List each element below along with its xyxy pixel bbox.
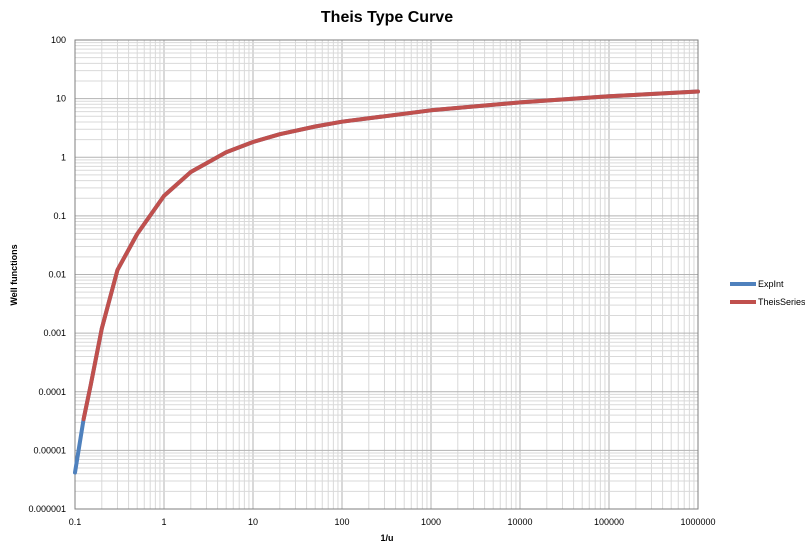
x-tick-label: 1 [161, 517, 166, 527]
x-axis-title: 1/u [380, 533, 393, 543]
y-tick-label: 100 [51, 35, 66, 45]
y-axis-tick-labels: 0.000001 0.00001 0.0001 0.001 0.01 0.1 1 10 100 [28, 35, 66, 514]
x-tick-label: 1000000 [680, 517, 715, 527]
series-line-theisseries [81, 89, 700, 422]
x-tick-label: 1000 [421, 517, 441, 527]
x-tick-label: 100000 [594, 517, 624, 527]
y-tick-label: 0.0001 [38, 387, 66, 397]
grid-layer [74, 40, 698, 510]
y-axis-title: Well functions [9, 244, 19, 305]
y-tick-label: 1 [61, 152, 66, 162]
chart-title: Theis Type Curve [321, 9, 453, 26]
x-axis-tick-labels: 0.1 1 10 100 1000 10000 100000 1000000 [69, 517, 716, 527]
legend: ExpInt TheisSeries [730, 279, 805, 307]
series-layer [73, 89, 700, 475]
y-tick-label: 0.000001 [28, 504, 66, 514]
y-tick-label: 0.001 [43, 328, 66, 338]
x-tick-label: 10 [248, 517, 258, 527]
plot-area [74, 39, 699, 510]
x-tick-label: 10000 [507, 517, 532, 527]
y-tick-label: 10 [56, 94, 66, 104]
y-tick-label: 0.1 [53, 211, 66, 221]
y-tick-label: 0.00001 [33, 445, 66, 455]
y-tick-label: 0.01 [48, 270, 66, 280]
legend-label-expint: ExpInt [758, 279, 784, 289]
x-tick-label: 0.1 [69, 517, 82, 527]
x-tick-label: 100 [334, 517, 349, 527]
legend-label-theisseries: TheisSeries [758, 297, 805, 307]
